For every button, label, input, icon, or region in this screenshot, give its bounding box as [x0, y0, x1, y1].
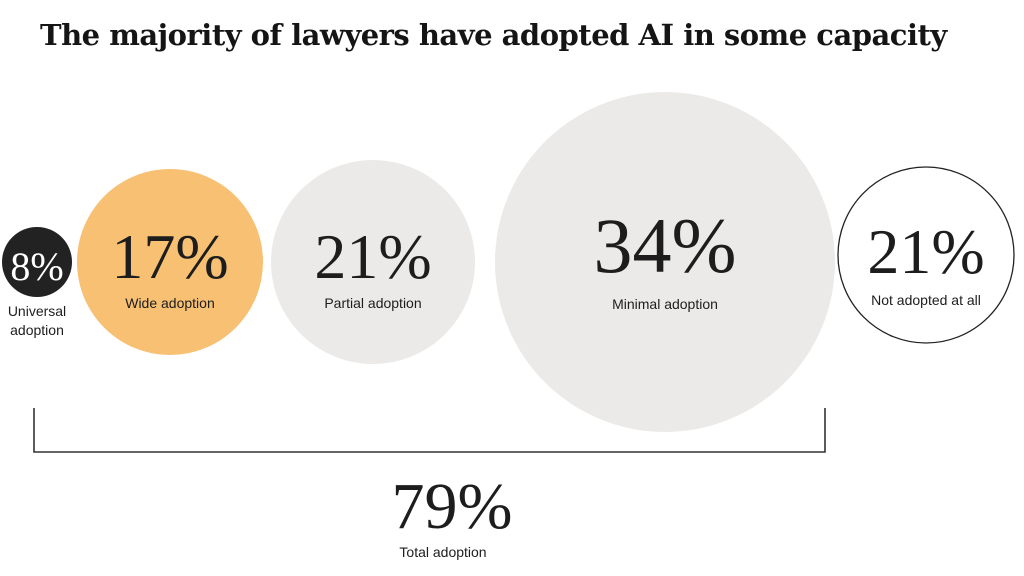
bubble-category-label: Universal [8, 303, 66, 319]
bubble-category-label: adoption [10, 322, 64, 338]
bubble-value-label: 17% [111, 221, 228, 292]
bubble-category-label: Minimal adoption [612, 296, 718, 312]
total-adoption-label: Total adoption [399, 544, 486, 560]
bubble [2, 227, 72, 297]
bubble [495, 92, 835, 432]
total-adoption-value: 79% [392, 470, 513, 543]
bubble-value-label: 34% [594, 202, 737, 289]
bubble-value-label: 21% [867, 216, 984, 287]
bubble [837, 166, 1015, 344]
bubble-category-label: Wide adoption [125, 295, 215, 311]
bubble-category-label: Partial adoption [324, 295, 421, 311]
total-adoption-bracket [33, 408, 826, 453]
bubble [271, 160, 475, 364]
bubble-category-label: Not adopted at all [871, 292, 981, 308]
bubble [77, 169, 263, 355]
bubble-value-label: 8% [10, 244, 63, 289]
bubble-value-label: 21% [314, 221, 431, 292]
chart-title: The majority of lawyers have adopted AI … [40, 18, 947, 52]
